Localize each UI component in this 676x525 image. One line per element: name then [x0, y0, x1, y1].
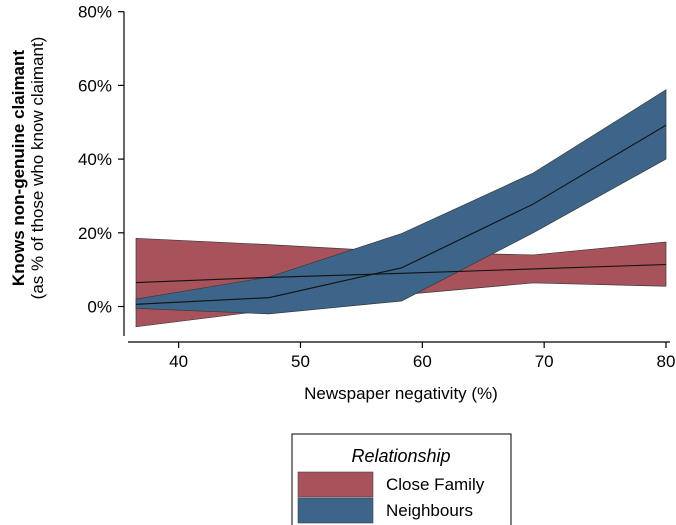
legend-title: Relationship: [351, 446, 450, 466]
x-tick-label: 70: [535, 352, 554, 371]
fit-line-neighbours: [135, 124, 667, 305]
y-axis-title-sub: (as % of those who know claimant): [28, 37, 47, 300]
y-tick-label: 60%: [78, 76, 112, 95]
legend-swatch-neighbours: [297, 497, 374, 524]
legend-label-neighbours: Neighbours: [386, 501, 473, 520]
confidence-band-neighbours: [135, 89, 667, 315]
fit-line-close-family: [135, 263, 667, 284]
y-axis-title: Knows non-genuine claimant (as % of thos…: [9, 37, 47, 300]
y-ticks: 0% 20% 40% 60% 80%: [78, 3, 124, 317]
x-axis-title: Newspaper negativity (%): [304, 384, 498, 403]
x-tick-label: 40: [169, 352, 188, 371]
axes-layer: 0% 20% 40% 60% 80% 40 50 60 70 80: [78, 3, 675, 371]
y-axis-title-main: Knows non-genuine claimant: [9, 50, 28, 286]
x-tick-label: 60: [413, 352, 432, 371]
legend-label-close-family: Close Family: [386, 475, 485, 494]
y-tick-label: 40%: [78, 150, 112, 169]
legend: Relationship Close Family Neighbours: [291, 433, 512, 525]
lines-layer: [135, 124, 667, 305]
x-tick-label: 50: [291, 352, 310, 371]
x-ticks: 40 50 60 70 80: [169, 342, 675, 371]
x-tick-label: 80: [657, 352, 676, 371]
y-tick-label: 80%: [78, 3, 112, 22]
bands-layer: [135, 89, 667, 328]
legend-swatch-close-family: [297, 471, 374, 498]
y-tick-label: 0%: [87, 298, 112, 317]
y-tick-label: 20%: [78, 224, 112, 243]
